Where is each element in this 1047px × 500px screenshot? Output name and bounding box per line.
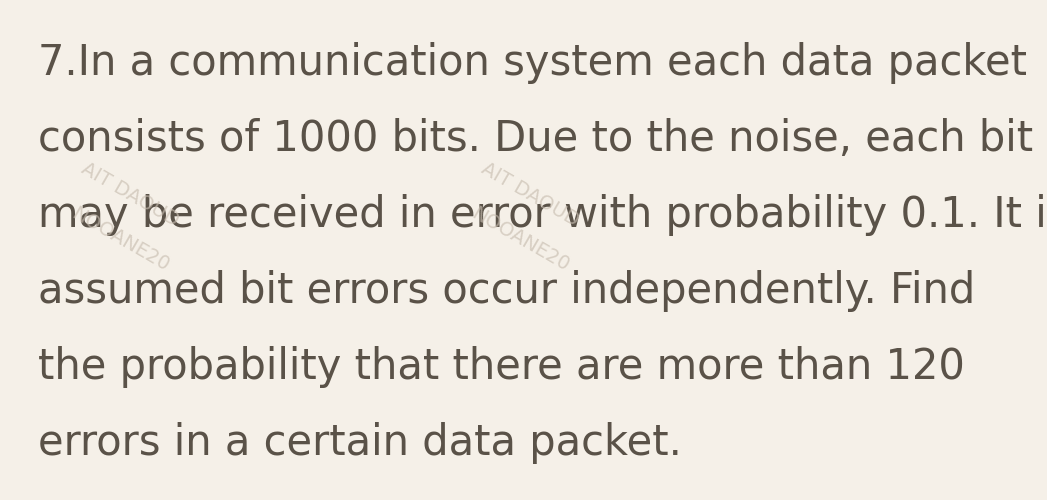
Text: NOOANE20: NOOANE20 bbox=[68, 204, 172, 276]
Text: assumed bit errors occur independently. Find: assumed bit errors occur independently. … bbox=[38, 270, 975, 312]
Text: NOOANE20: NOOANE20 bbox=[468, 204, 573, 276]
Text: 7.In a communication system each data packet: 7.In a communication system each data pa… bbox=[38, 42, 1027, 84]
Text: may be received in error with probability 0.1. It is: may be received in error with probabilit… bbox=[38, 194, 1047, 236]
Text: AIT DAOUD: AIT DAOUD bbox=[477, 160, 582, 230]
Text: consists of 1000 bits. Due to the noise, each bit: consists of 1000 bits. Due to the noise,… bbox=[38, 118, 1033, 160]
Text: errors in a certain data packet.: errors in a certain data packet. bbox=[38, 422, 682, 464]
Text: AIT DAOUD: AIT DAOUD bbox=[77, 160, 182, 230]
Text: the probability that there are more than 120: the probability that there are more than… bbox=[38, 346, 965, 388]
